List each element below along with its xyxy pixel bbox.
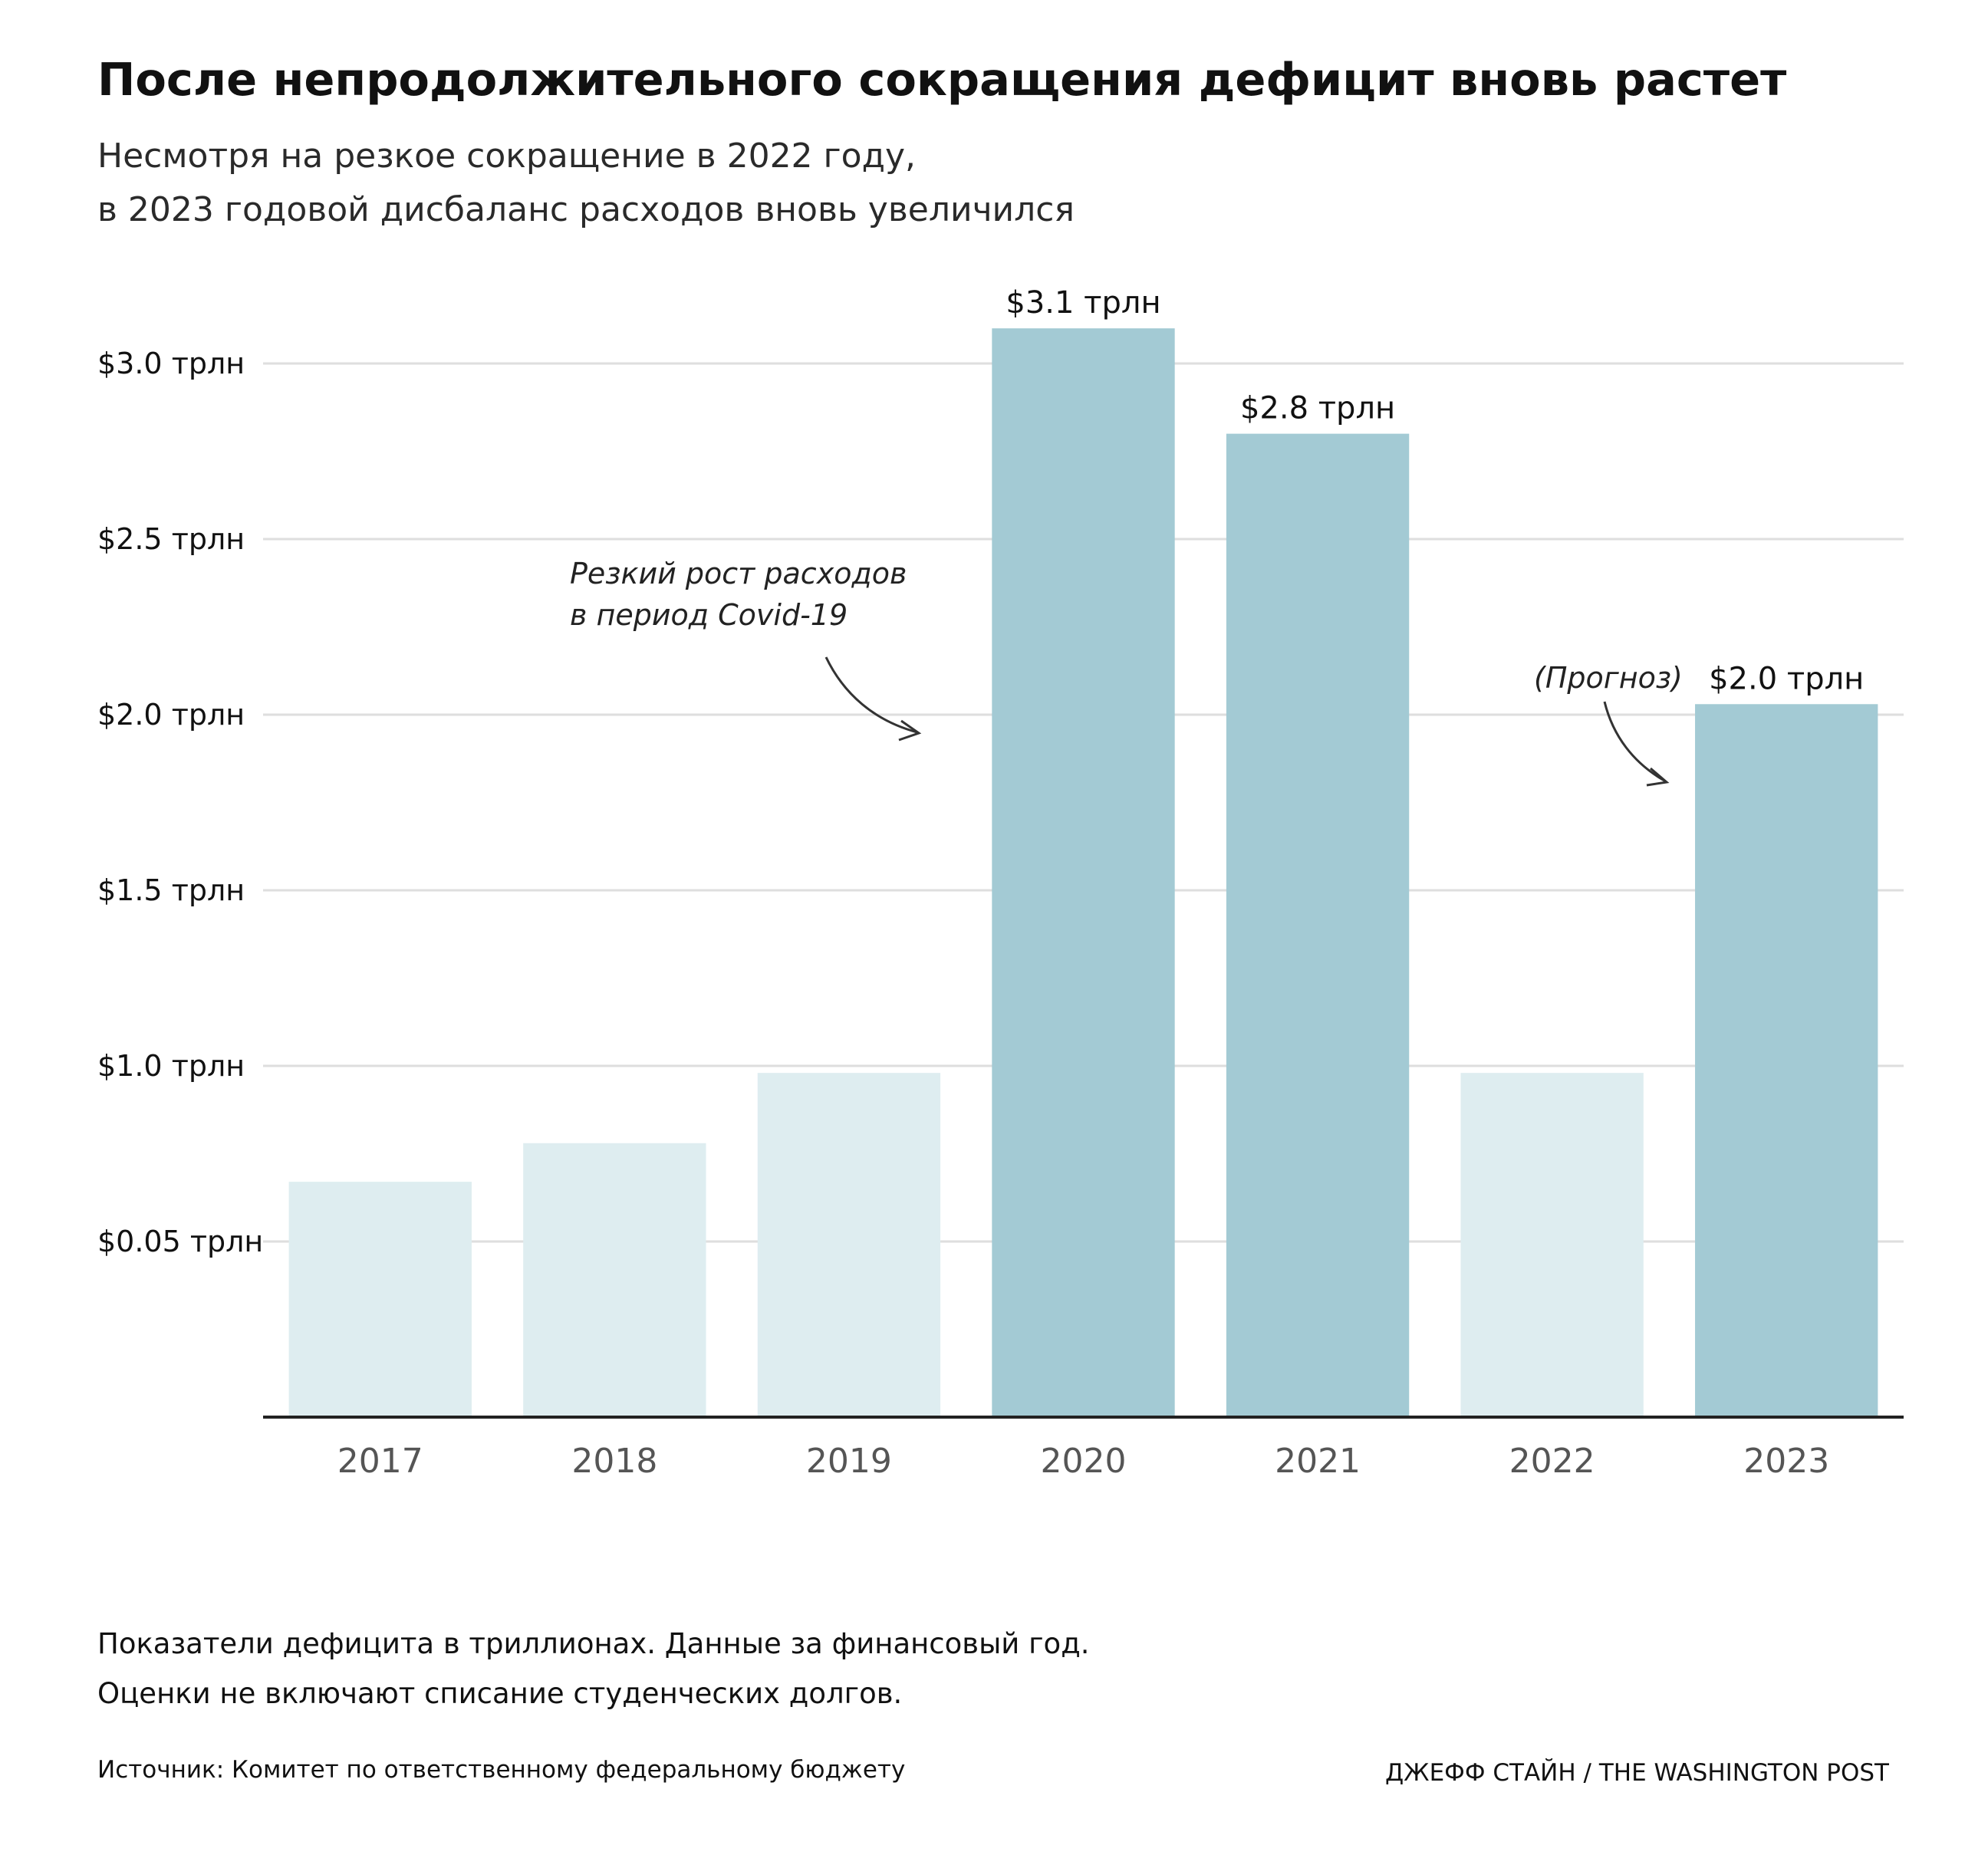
annotation-forecast-arrow	[1603, 701, 1665, 782]
bar-2021	[1226, 433, 1410, 1417]
chart-subtitle-line-1: Несмотря на резкое сокращение в 2022 год…	[97, 136, 916, 176]
data-label-2021: $2.8 трлн	[1240, 391, 1395, 426]
annotation-covid-line-2: в период Covid-19	[570, 598, 848, 632]
annotation-covid-arrowhead	[898, 719, 922, 742]
x-tick-label: 2017	[337, 1442, 423, 1481]
bar-2022	[1460, 1073, 1644, 1417]
x-tick-label: 2018	[571, 1442, 657, 1481]
y-tick-label: $1.5 трлн	[97, 873, 245, 907]
footnote-line-2: Оценки не включают списание студенческих…	[97, 1677, 902, 1710]
y-tick-label: $1.0 трлн	[97, 1049, 245, 1083]
chart-subtitle-line-2: в 2023 годовой дисбаланс расходов вновь …	[97, 190, 1075, 229]
footnote-line-1: Показатели дефицита в триллионах. Данные…	[97, 1627, 1090, 1660]
bar-2020	[992, 328, 1175, 1418]
y-tick-label: $3.0 трлн	[97, 347, 245, 380]
credit-line: ДЖЕФФ СТАЙН / THE WASHINGTON POST	[1385, 1759, 1890, 1787]
x-tick-label: 2019	[806, 1442, 892, 1481]
bar-2017	[288, 1182, 472, 1417]
x-axis-ticks: 2017 2018 2019 2020 2021 2022 2023	[337, 1442, 1829, 1481]
annotation-forecast: (Прогноз)	[1534, 661, 1683, 695]
annotation-covid-arrow	[824, 656, 918, 734]
x-tick-label: 2020	[1041, 1442, 1127, 1481]
data-labels: $3.1 трлн $2.8 трлн $2.0 трлн	[1006, 285, 1864, 696]
annotation-forecast-arrowhead	[1646, 767, 1670, 787]
data-label-2023: $2.0 трлн	[1709, 661, 1864, 696]
source-note: Источник: Комитет по ответственному феде…	[97, 1756, 905, 1784]
x-tick-label: 2021	[1275, 1442, 1361, 1481]
x-tick-label: 2022	[1509, 1442, 1595, 1481]
bar-2018	[523, 1143, 706, 1417]
bar-2023	[1695, 704, 1878, 1417]
annotation-covid-line-1: Резкий рост расходов	[570, 557, 907, 590]
data-label-2020: $3.1 трлн	[1006, 285, 1160, 321]
bars	[288, 328, 1878, 1418]
y-tick-label: $0.05 трлн	[97, 1225, 263, 1258]
y-tick-label: $2.5 трлн	[97, 522, 245, 556]
x-tick-label: 2023	[1743, 1442, 1829, 1481]
chart-title: После непродолжительного сокращения дефи…	[97, 53, 1786, 106]
bar-2019	[757, 1073, 941, 1417]
y-axis-ticks: $0.05 трлн $1.0 трлн $1.5 трлн $2.0 трлн $2.…	[97, 347, 263, 1258]
y-tick-label: $2.0 трлн	[97, 698, 245, 732]
